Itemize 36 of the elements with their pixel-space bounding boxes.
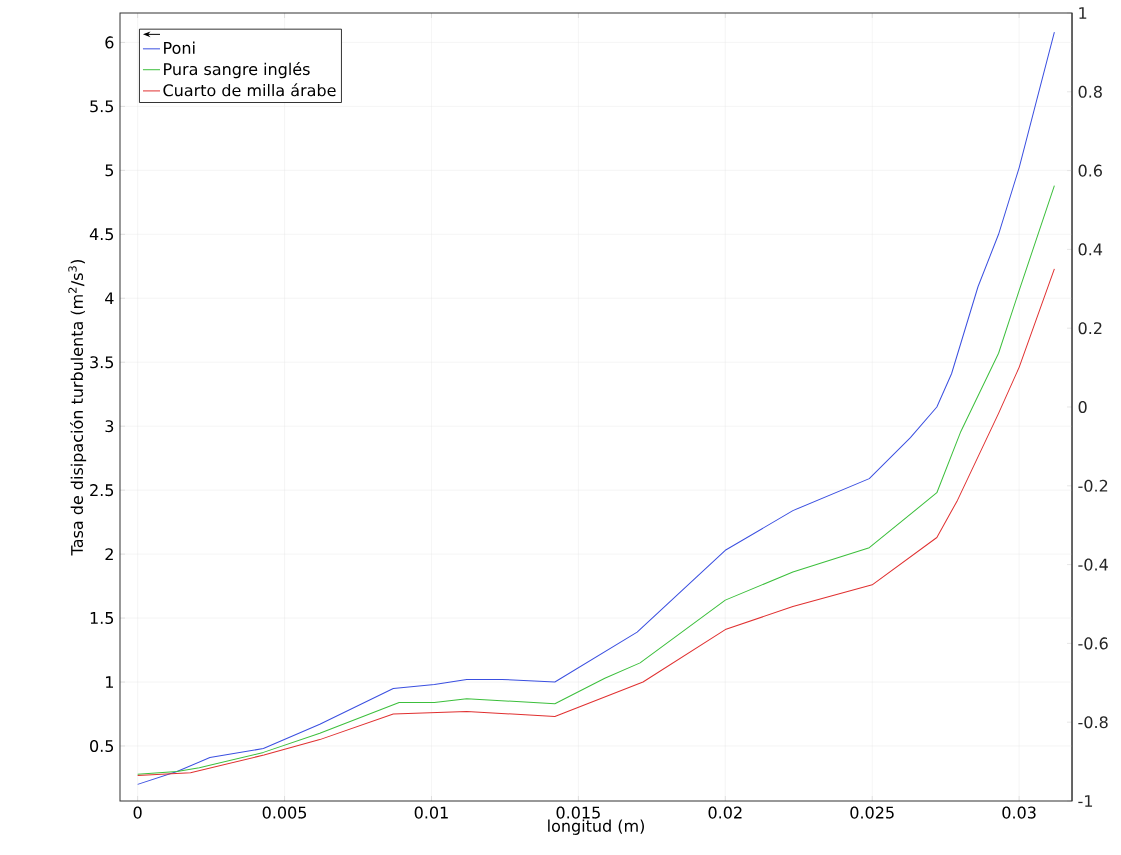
- y2-tick-label: 0.4: [1078, 243, 1103, 256]
- x-tick-label: 0.025: [850, 806, 894, 819]
- y2-tick-label: 0: [1078, 400, 1087, 414]
- line-series: [137, 31, 1055, 785]
- x-tick-label: 0.015: [556, 806, 600, 819]
- y2-tick-label: -1: [1078, 795, 1093, 807]
- x-tick-label: 0.01: [414, 806, 448, 819]
- legend-label: Poni: [164, 41, 195, 54]
- y2-tick-label: 0.8: [1078, 85, 1102, 98]
- y-tick-label: 5: [105, 164, 114, 177]
- y2-tick-label: -0.8: [1078, 716, 1108, 729]
- y-tick-label: 4: [105, 292, 114, 305]
- y2-tick-label: 1: [1079, 7, 1087, 19]
- x-axis-title: longitud (m): [548, 819, 644, 835]
- x-tick-label: 0.02: [708, 806, 742, 819]
- y-tick-label: 1: [106, 676, 113, 688]
- y-axis-title: Tasa de disipación turbulenta (m$^{2}$/s$^{3}$): [68, 259, 87, 556]
- x-tick-label: 0: [133, 806, 142, 819]
- y-tick-label: 5.5: [90, 100, 114, 113]
- y2-tick-label: 0.2: [1078, 322, 1102, 335]
- y2-tick-label: 0.6: [1078, 164, 1102, 177]
- x-tick-label: 0.03: [1002, 806, 1036, 819]
- legend-label: Pura sangre inglés: [164, 62, 310, 79]
- y-tick-label: 0.5: [90, 739, 114, 753]
- y2-tick-label: -0.4: [1078, 558, 1108, 571]
- y-tick-label: 4.5: [89, 228, 114, 241]
- y2-tick-label: -0.6: [1078, 637, 1108, 650]
- x-tick-label: 0.005: [262, 806, 307, 819]
- y-tick-label: 2: [105, 548, 113, 561]
- y2-tick-label: -0.2: [1078, 479, 1108, 492]
- y-tick-label: 3.5: [90, 356, 114, 369]
- y-tick-label: 3: [105, 420, 114, 433]
- y-tick-label: 6: [105, 36, 114, 49]
- legend-label: Cuarto de milla árabe: [163, 83, 336, 97]
- y-tick-label: 1.5: [90, 612, 114, 625]
- y-tick-label: 2.5: [90, 484, 114, 497]
